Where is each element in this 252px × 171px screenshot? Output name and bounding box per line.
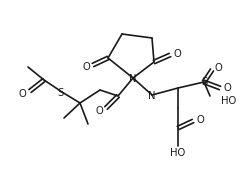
Text: S: S xyxy=(202,77,208,87)
Text: HO: HO xyxy=(221,96,236,106)
Text: S: S xyxy=(57,88,63,98)
Text: N: N xyxy=(148,91,156,101)
Text: HO: HO xyxy=(170,148,186,158)
Text: O: O xyxy=(223,83,231,93)
Text: O: O xyxy=(214,63,222,73)
Text: O: O xyxy=(18,89,26,99)
Text: N: N xyxy=(129,74,137,84)
Text: O: O xyxy=(82,62,90,72)
Text: O: O xyxy=(95,106,103,116)
Text: O: O xyxy=(173,49,181,59)
Text: O: O xyxy=(196,115,204,125)
